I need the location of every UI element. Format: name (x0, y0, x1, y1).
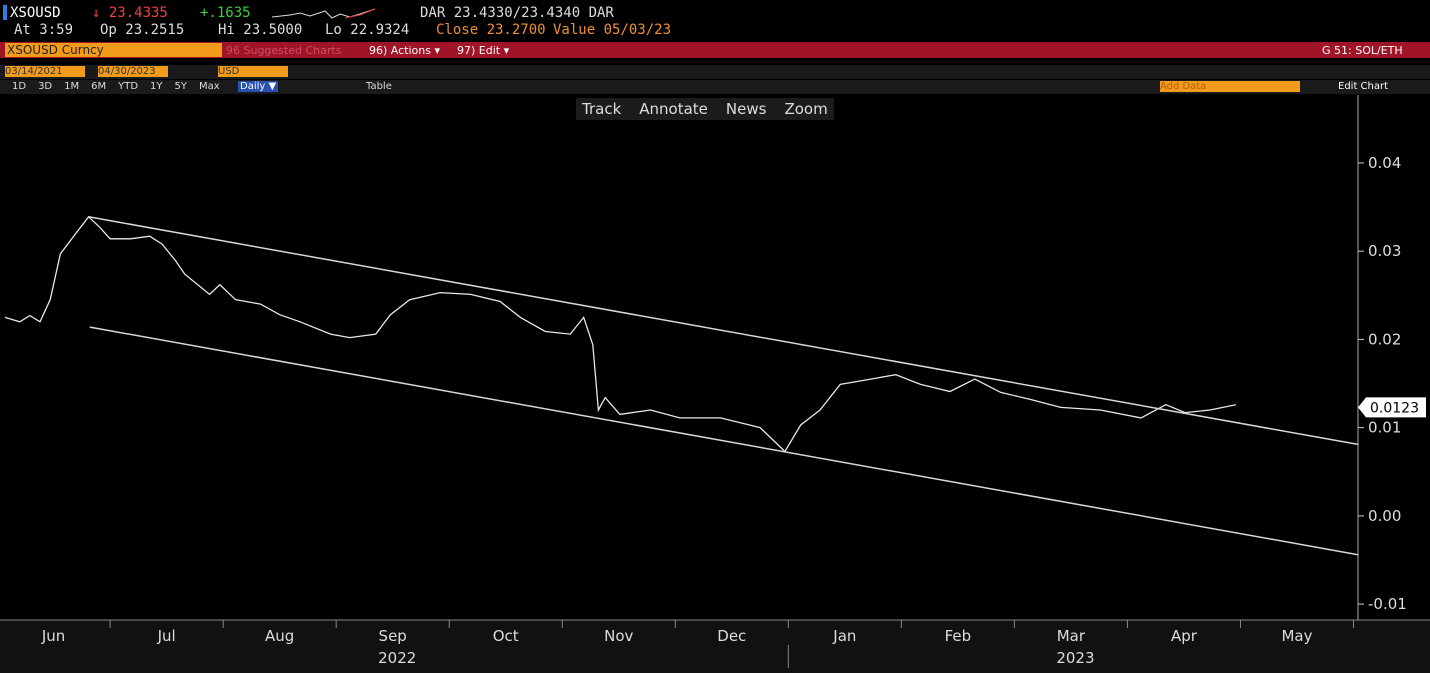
x-tick-label: Aug (265, 627, 294, 645)
frequency[interactable]: Daily ▼ (238, 81, 279, 92)
add-data[interactable]: Add Data (1160, 81, 1300, 92)
suggested-charts[interactable]: 96 Suggested Charts (226, 44, 342, 57)
open: Op 23.2515 (100, 22, 185, 38)
chart-tool[interactable]: Annotate (639, 100, 708, 118)
x-tick-label: Oct (493, 627, 519, 645)
period[interactable]: 5Y (174, 81, 188, 92)
start-date[interactable]: 03/14/2021 (5, 66, 85, 77)
y-tick-label: -0.01 (1368, 595, 1407, 613)
x-tick-label: Jun (41, 627, 65, 645)
x-tick-label: Apr (1171, 627, 1198, 645)
sparkline (271, 8, 376, 19)
price-line (4, 215, 1237, 453)
x-axis-band (0, 620, 1430, 673)
x-tick-label: Feb (945, 627, 972, 645)
chart-tool[interactable]: Track (582, 100, 622, 118)
x-tick-label: Mar (1057, 627, 1086, 645)
bid-ask: DAR 23.4330/23.4340 DAR (420, 5, 614, 21)
range-bar (0, 65, 1430, 79)
trend-line (89, 326, 1359, 556)
period[interactable]: YTD (118, 81, 139, 92)
period[interactable]: 1M (64, 81, 80, 92)
chart-tool[interactable]: Zoom (784, 100, 828, 118)
last-price: ↓ 23.4335 (92, 5, 168, 21)
year-label: 2023 (1056, 649, 1094, 667)
close: Close 23.2700 (436, 22, 546, 38)
ticker-marker (3, 5, 7, 20)
menu-bar (0, 42, 1430, 58)
actions[interactable]: 96) Actions ▾ (369, 44, 440, 57)
x-tick-label: Jul (157, 627, 176, 645)
low: Lo 22.9324 (325, 22, 410, 38)
year-label: 2022 (378, 649, 416, 667)
period[interactable]: 6M (91, 81, 107, 92)
function: G 51: SOL/ETH (1322, 44, 1403, 57)
y-tick-label: 0.02 (1368, 330, 1401, 348)
x-tick-label: May (1281, 627, 1312, 645)
period[interactable]: 1D (12, 81, 27, 92)
edit[interactable]: 97) Edit ▾ (457, 44, 510, 57)
y-tick-label: 0.03 (1368, 242, 1401, 260)
high: Hi 23.5000 (218, 22, 303, 38)
end-date[interactable]: 04/30/2023 (98, 66, 168, 77)
edit-chart[interactable]: Edit Chart (1338, 81, 1389, 92)
x-tick-label: Sep (379, 627, 407, 645)
time: At 3:59 (14, 22, 74, 38)
last-value-box (1358, 397, 1426, 418)
value: Value 05/03/23 (553, 22, 672, 38)
y-tick-label: 0.01 (1368, 419, 1401, 437)
period[interactable]: 1Y (150, 81, 163, 92)
periods: 1D 3D 1M 6M YTD 1Y 5Y Max (12, 81, 220, 92)
chart-tool[interactable]: News (725, 100, 767, 118)
trend-line (88, 216, 1359, 446)
change: +.1635 (200, 5, 251, 21)
currency[interactable]: USD (218, 66, 288, 77)
y-tick-label: 0.04 (1368, 154, 1401, 172)
table[interactable]: Table (366, 81, 392, 92)
security-box[interactable]: XSOUSD Curncy (5, 43, 222, 57)
chart-tools: Track Annotate News Zoom (576, 98, 834, 120)
period[interactable]: Max (199, 81, 220, 92)
last-value-label: 0.0123 (1370, 400, 1419, 416)
ticker: XSOUSD (10, 5, 61, 21)
period-bar (0, 80, 1430, 94)
x-tick-label: Dec (717, 627, 746, 645)
y-tick-label: 0.00 (1368, 507, 1401, 525)
period[interactable]: 3D (38, 81, 53, 92)
x-tick-label: Jan (832, 627, 856, 645)
x-tick-label: Nov (604, 627, 633, 645)
